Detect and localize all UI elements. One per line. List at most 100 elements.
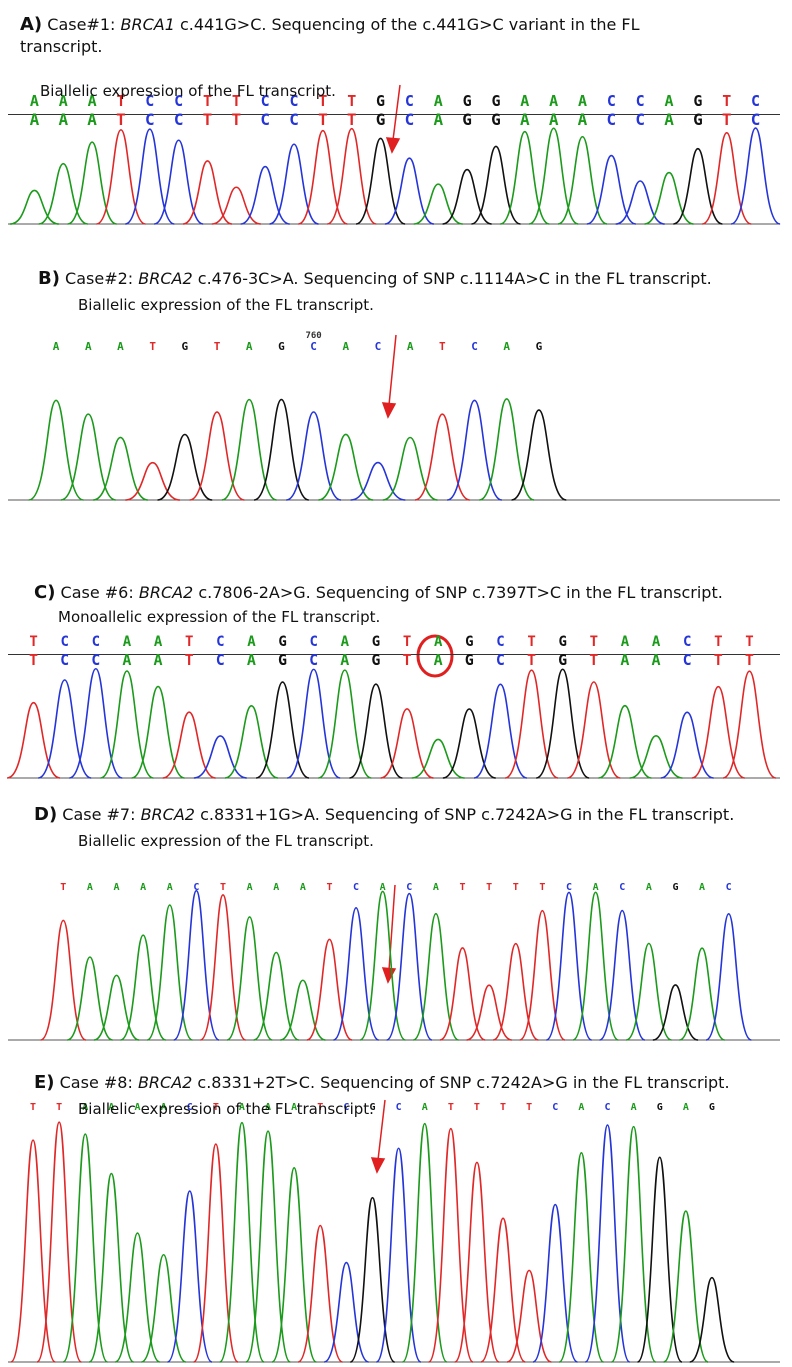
- peak: [429, 1129, 473, 1362]
- description: c.8331+1G>A. Sequencing of SNP c.7242A>G…: [200, 805, 734, 824]
- base-call: G: [376, 92, 385, 110]
- peak: [298, 131, 347, 224]
- base-call: C: [91, 651, 100, 669]
- figure: AAAAAATTCCCCTTTTCCCCTTTTGGCCAAGGGGAAAAAA…: [0, 0, 792, 1367]
- peak: [220, 1123, 264, 1362]
- peak: [520, 911, 565, 1040]
- base-call: T: [326, 882, 332, 893]
- base-call: C: [216, 651, 225, 669]
- peak: [559, 1153, 603, 1362]
- base-call: A: [549, 110, 559, 129]
- peak: [100, 671, 153, 778]
- base-call: G: [693, 110, 703, 129]
- base-call: C: [309, 634, 317, 650]
- peak: [500, 132, 549, 224]
- peak: [702, 133, 751, 224]
- base-call: C: [309, 651, 318, 669]
- base-call: T: [347, 92, 356, 110]
- base-call: T: [474, 1102, 480, 1113]
- panel-heading: A) Case#1: BRCA1 c.441G>C. Sequencing of…: [20, 14, 710, 58]
- peak: [600, 911, 645, 1040]
- base-call: G: [371, 651, 380, 669]
- peak: [7, 703, 60, 778]
- base-call: C: [471, 340, 478, 353]
- base-call: A: [434, 92, 443, 110]
- peak: [272, 1168, 316, 1362]
- peak: [157, 434, 212, 500]
- base-call: T: [29, 634, 37, 650]
- peak: [333, 908, 378, 1040]
- peak: [673, 149, 722, 224]
- base-call: T: [403, 634, 411, 650]
- base-call: C: [496, 634, 504, 650]
- base-call: G: [463, 92, 472, 110]
- peak: [567, 682, 620, 778]
- base-call: T: [439, 340, 446, 353]
- base-call: A: [122, 651, 131, 669]
- peak: [403, 1124, 447, 1362]
- peak: [69, 669, 122, 778]
- peak: [318, 434, 373, 500]
- peak: [121, 935, 166, 1040]
- base-call: A: [30, 110, 40, 129]
- base-call: C: [60, 634, 68, 650]
- base-call: G: [372, 634, 380, 650]
- base-call: A: [433, 110, 443, 129]
- peak: [256, 682, 309, 778]
- base-call: A: [520, 110, 530, 129]
- panel-heading: C) Case #6: BRCA2 c.7806-2A>G. Sequencin…: [34, 582, 792, 604]
- base-call: A: [665, 92, 674, 110]
- base-call: T: [714, 651, 723, 669]
- peak: [29, 400, 84, 500]
- base-call: A: [273, 882, 279, 893]
- peak: [38, 680, 91, 778]
- peak: [225, 706, 278, 778]
- base-call: T: [539, 882, 545, 893]
- base-call: A: [578, 92, 587, 110]
- base-call: A: [247, 882, 253, 893]
- base-call: C: [353, 882, 359, 893]
- base-call: T: [513, 882, 519, 893]
- base-call: T: [203, 110, 213, 129]
- peak: [89, 1174, 133, 1362]
- base-call: C: [396, 1102, 402, 1113]
- panel-heading: D) Case #7: BRCA2 c.8331+1G>A. Sequencin…: [34, 804, 792, 826]
- base-call: C: [604, 1102, 610, 1113]
- base-call: A: [434, 634, 443, 650]
- base-call: T: [318, 110, 328, 129]
- peak: [447, 400, 502, 500]
- base-call: C: [751, 92, 760, 110]
- peak: [227, 917, 272, 1040]
- gene: BRCA2: [138, 269, 192, 288]
- base-call: C: [566, 882, 572, 893]
- peak: [598, 706, 651, 778]
- base-call: T: [220, 882, 226, 893]
- gene: BRCA2: [141, 805, 195, 824]
- base-call: C: [683, 651, 692, 669]
- gene: BRCA2: [138, 1073, 192, 1092]
- peak: [68, 142, 117, 224]
- description: c.7806-2A>G. Sequencing of SNP c.7397T>C…: [198, 583, 722, 602]
- peak: [385, 158, 434, 224]
- peak: [174, 891, 219, 1040]
- peak: [731, 128, 780, 224]
- base-call: A: [549, 92, 558, 110]
- base-call: T: [745, 634, 753, 650]
- peak: [536, 669, 589, 778]
- peak: [168, 1191, 212, 1362]
- base-call: A: [300, 882, 306, 893]
- base-call: C: [310, 340, 317, 353]
- base-call: T: [185, 651, 194, 669]
- base-call: G: [491, 92, 500, 110]
- base-call: G: [693, 92, 702, 110]
- base-call: C: [607, 110, 617, 129]
- peak: [61, 414, 116, 500]
- peak: [723, 671, 776, 778]
- base-call: A: [85, 340, 92, 353]
- base-call: A: [699, 882, 705, 893]
- peak: [455, 1162, 499, 1362]
- panel-heading: E) Case #8: BRCA2 c.8331+2T>C. Sequencin…: [34, 1072, 792, 1094]
- peak: [270, 144, 319, 224]
- peak: [413, 914, 458, 1040]
- base-call: T: [60, 882, 66, 893]
